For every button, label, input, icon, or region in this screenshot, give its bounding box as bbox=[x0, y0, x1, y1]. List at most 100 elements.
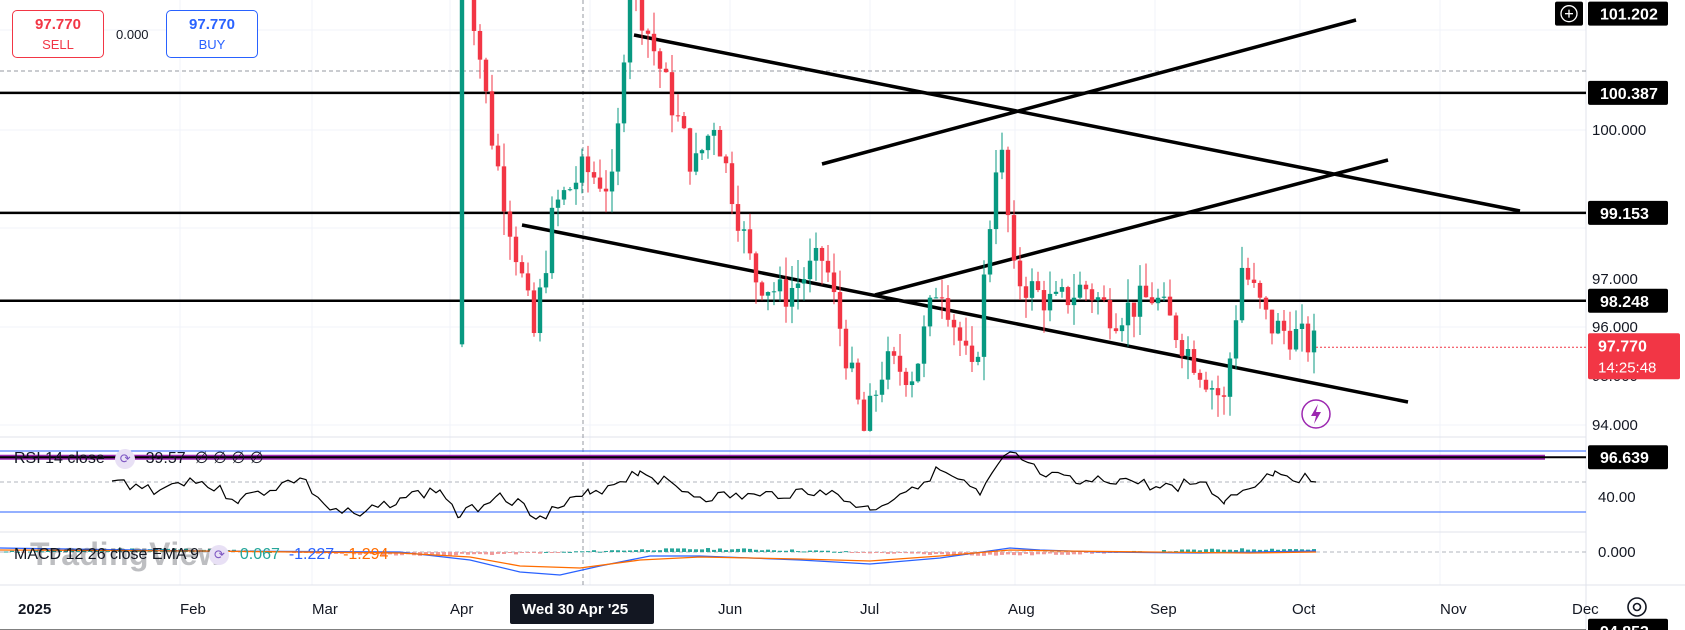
macd-source-icon[interactable]: ⟳ bbox=[209, 545, 230, 565]
macd-histogram-bar bbox=[16, 551, 20, 553]
plus-circle-icon bbox=[1560, 5, 1578, 23]
macd-histogram-bar bbox=[550, 552, 554, 553]
candle-body bbox=[525, 273, 531, 291]
macd-histogram-bar bbox=[28, 551, 32, 553]
macd-histogram-bar bbox=[1186, 549, 1190, 552]
candle-body bbox=[471, 0, 477, 31]
candle-body bbox=[1161, 296, 1167, 298]
macd-histogram-bar bbox=[802, 551, 806, 553]
time-axis-label: 2025 bbox=[18, 601, 51, 618]
candle-body bbox=[945, 298, 951, 320]
macd-histogram-bar bbox=[1048, 552, 1052, 554]
macd-histogram-bar bbox=[1072, 552, 1076, 555]
candle-body bbox=[975, 356, 981, 362]
macd-histogram-bar bbox=[1078, 552, 1082, 555]
macd-histogram-bar bbox=[958, 552, 962, 555]
macd-histogram-bar bbox=[1222, 549, 1226, 552]
rsi-legend[interactable]: RSI 14 close ⟳ 39.57 ∅ ∅ ∅ ∅ bbox=[14, 448, 264, 469]
candle-body bbox=[1059, 287, 1065, 292]
candle-body bbox=[1203, 379, 1209, 390]
candle-body bbox=[957, 327, 963, 341]
level-badge-bg bbox=[1588, 1, 1668, 26]
sell-button[interactable]: 97.770 SELL bbox=[12, 10, 104, 58]
candle-body bbox=[1065, 287, 1071, 306]
macd-histogram-bar bbox=[1240, 548, 1244, 552]
candle-body bbox=[813, 247, 819, 261]
macd-axis-tick: 0.000 bbox=[1598, 544, 1636, 561]
macd-histogram-bar bbox=[706, 548, 710, 552]
gear-icon-ring bbox=[1627, 597, 1647, 617]
level-badge[interactable]: 101.202 bbox=[1555, 1, 1668, 26]
candle-body bbox=[621, 62, 627, 124]
candle-body bbox=[837, 292, 843, 329]
candle-body bbox=[909, 381, 915, 386]
macd-histogram-bar bbox=[496, 552, 500, 554]
macd-histogram-bar bbox=[562, 551, 566, 553]
level-badge-value: 94.853 bbox=[1600, 624, 1649, 630]
candle-body bbox=[1245, 267, 1251, 280]
rsi-extra: ∅ bbox=[249, 450, 264, 467]
macd-histogram-bar bbox=[1084, 552, 1088, 553]
macd-histogram-bar bbox=[532, 552, 536, 553]
macd-histogram-bar bbox=[1018, 552, 1022, 556]
macd-histogram-bar bbox=[982, 552, 986, 556]
candle-body bbox=[1239, 267, 1245, 321]
candle-body bbox=[513, 236, 519, 263]
trend-line bbox=[521, 223, 1409, 404]
lightning-icon[interactable] bbox=[1301, 399, 1331, 429]
macd-histogram-bar bbox=[682, 548, 686, 552]
candle-body bbox=[1071, 297, 1077, 306]
macd-histogram-bar bbox=[598, 551, 602, 553]
time-axis-label: Dec bbox=[1572, 601, 1599, 618]
current-price-badge: 97.770 14:25:48 bbox=[1588, 333, 1680, 380]
candle-body bbox=[1101, 297, 1107, 300]
macd-histogram-bar bbox=[820, 550, 824, 552]
candle-body bbox=[759, 282, 765, 296]
price-tick: 97.000 bbox=[1592, 271, 1638, 288]
macd-histogram-bar bbox=[430, 552, 434, 555]
rsi-line bbox=[111, 451, 1317, 520]
macd-histogram-bar bbox=[1294, 549, 1298, 552]
rsi-label: RSI 14 close bbox=[14, 450, 105, 467]
level-badge-value: 101.202 bbox=[1600, 7, 1658, 24]
buy-button[interactable]: 97.770 BUY bbox=[166, 10, 258, 58]
macd-histogram-bar bbox=[808, 550, 812, 552]
level-badge-bg bbox=[1588, 288, 1668, 313]
macd-histogram-bar bbox=[832, 551, 836, 553]
rsi-source-icon[interactable]: ⟳ bbox=[115, 448, 136, 469]
lightning-icon-bolt bbox=[1311, 404, 1321, 424]
candle-body bbox=[1269, 309, 1275, 334]
trend-line bbox=[821, 18, 1357, 166]
candle-body bbox=[477, 30, 483, 60]
macd-histogram-bar bbox=[472, 552, 476, 555]
level-badge[interactable]: 99.153 bbox=[1588, 200, 1668, 225]
candle-body bbox=[753, 253, 759, 283]
macd-legend[interactable]: MACD 12 26 close EMA 9 ⟳ 0.067 -1.227 -1… bbox=[14, 545, 388, 565]
candle-body bbox=[741, 229, 747, 231]
gear-icon[interactable] bbox=[1627, 597, 1647, 617]
candle-body bbox=[843, 328, 849, 369]
macd-histogram-bar bbox=[670, 548, 674, 552]
candle-body bbox=[777, 279, 783, 292]
macd-histogram-bar bbox=[724, 550, 728, 552]
level-badge[interactable]: 96.639 bbox=[1588, 445, 1668, 470]
macd-histogram-bar bbox=[688, 549, 692, 552]
macd-histogram-bar bbox=[796, 551, 800, 553]
macd-histogram-bar bbox=[1270, 548, 1274, 552]
candle-body bbox=[1293, 329, 1299, 350]
level-badge[interactable]: 94.853 bbox=[1588, 618, 1668, 630]
macd-histogram-bar bbox=[838, 551, 842, 553]
macd-histogram-bar bbox=[358, 552, 362, 555]
macd-histogram-bar bbox=[868, 552, 872, 554]
level-badge[interactable]: 100.387 bbox=[1588, 80, 1668, 105]
candle-body bbox=[1251, 279, 1257, 283]
level-badge[interactable]: 98.248 bbox=[1588, 288, 1668, 313]
macd-histogram-bar bbox=[1102, 552, 1106, 554]
macd-histogram-bar bbox=[394, 552, 398, 556]
macd-histogram-bar bbox=[634, 550, 638, 552]
candle-body bbox=[789, 288, 795, 307]
macd-histogram-bar bbox=[814, 550, 818, 552]
candle-body bbox=[873, 394, 879, 396]
macd-histogram-bar bbox=[1174, 551, 1178, 553]
